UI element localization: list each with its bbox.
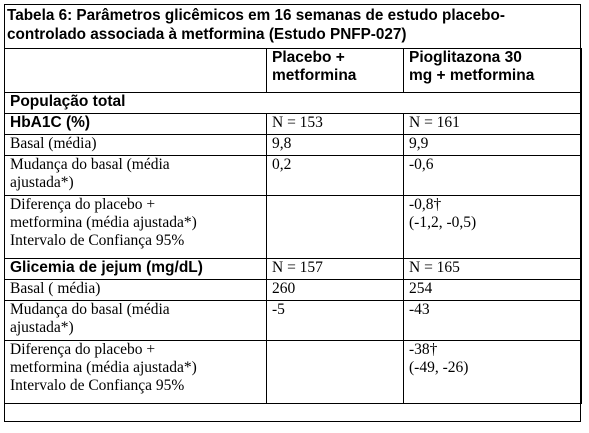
hba1c-basal-placebo: 9,8 [266, 134, 404, 156]
table-row: Diferença do placebo + metformina (média… [4, 340, 582, 404]
cell-text: (-49, -26) [409, 359, 469, 376]
hba1c-label: HbA1C (%) [4, 113, 267, 135]
glicemia-n-pio: N = 165 [403, 258, 582, 280]
cell-text: metformina (média ajustada*) [10, 359, 197, 376]
table-title-line: Tabela 6: Parâmetros glicêmicos em 16 se… [7, 7, 505, 24]
hba1c-diff-placebo [266, 195, 404, 259]
cell-text: metformina (média ajustada*) [10, 214, 197, 231]
table-row: Diferença do placebo + metformina (média… [4, 195, 582, 259]
hba1c-basal-label: Basal (média) [4, 134, 267, 156]
cell-text: -38† [409, 341, 438, 359]
cell-text: Intervalo de Confiança 95% [10, 232, 185, 249]
cell-text: Intervalo de Confiança 95% [10, 377, 185, 394]
glicemia-diff-label: Diferença do placebo + metformina (média… [4, 340, 267, 404]
cell-text: Mudança do basal (média [10, 156, 170, 174]
glicemia-change-placebo: -5 [266, 300, 404, 341]
glicemia-change-label: Mudança do basal (média ajustada*) [4, 300, 267, 341]
header-text: Pioglitazona 30 [409, 49, 522, 67]
cell-text: Diferença do placebo + [10, 341, 156, 359]
cell-text: (-1,2, -0,5) [409, 214, 477, 231]
cell-text: Mudança do basal (média [10, 301, 170, 319]
glycemic-parameters-table: Placebo + metformina Pioglitazona 30 mg … [4, 48, 582, 404]
table-header-row: Placebo + metformina Pioglitazona 30 mg … [4, 48, 582, 93]
glicemia-diff-pio: -38† (-49, -26) [403, 340, 582, 404]
glicemia-label: Glicemia de jejum (mg/dL) [4, 258, 267, 280]
section-label: População total [4, 92, 582, 114]
table-row: Mudança do basal (média ajustada*) -5 -4… [4, 300, 582, 341]
hba1c-change-pio: -0,6 [403, 155, 582, 196]
hba1c-change-placebo: 0,2 [266, 155, 404, 196]
cell-text: -0,8† [409, 196, 442, 214]
glicemia-basal-pio: 254 [403, 279, 582, 301]
hba1c-n-placebo: N = 153 [266, 113, 404, 135]
table-row: Basal (média) 9,8 9,9 [4, 134, 582, 156]
hba1c-diff-label: Diferença do placebo + metformina (média… [4, 195, 267, 259]
table-title: Tabela 6: Parâmetros glicêmicos em 16 se… [7, 6, 577, 44]
table-row: Glicemia de jejum (mg/dL) N = 157 N = 16… [4, 258, 582, 280]
cell-text: ajustada*) [10, 174, 74, 191]
header-text: Placebo + [272, 49, 345, 67]
header-empty-cell [4, 48, 267, 93]
hba1c-n-pio: N = 161 [403, 113, 582, 135]
glicemia-basal-label: Basal ( média) [4, 279, 267, 301]
hba1c-basal-pio: 9,9 [403, 134, 582, 156]
table-title-line: controlado associada à metformina (Estud… [7, 26, 407, 43]
header-text: mg + metformina [409, 67, 535, 84]
table-row: Mudança do basal (média ajustada*) 0,2 -… [4, 155, 582, 196]
cell-text: ajustada*) [10, 319, 74, 336]
hba1c-change-label: Mudança do basal (média ajustada*) [4, 155, 267, 196]
glicemia-basal-placebo: 260 [266, 279, 404, 301]
header-text: metformina [272, 67, 357, 84]
glicemia-change-pio: -43 [403, 300, 582, 341]
table-row: HbA1C (%) N = 153 N = 161 [4, 113, 582, 135]
header-placebo: Placebo + metformina [266, 48, 404, 93]
cell-text: Diferença do placebo + [10, 196, 156, 214]
hba1c-diff-pio: -0,8† (-1,2, -0,5) [403, 195, 582, 259]
glicemia-n-placebo: N = 157 [266, 258, 404, 280]
header-pioglitazone: Pioglitazona 30 mg + metformina [403, 48, 582, 93]
section-row: População total [4, 92, 582, 114]
glicemia-diff-placebo [266, 340, 404, 404]
table-row: Basal ( média) 260 254 [4, 279, 582, 301]
